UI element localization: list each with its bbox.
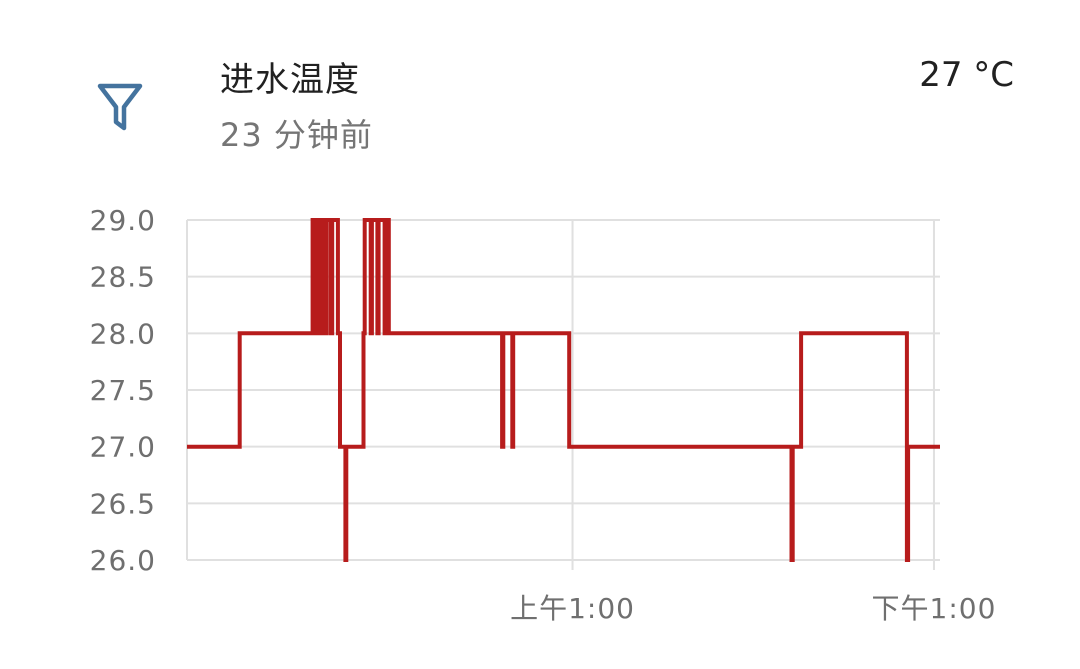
y-tick-label: 28.0 — [90, 317, 156, 350]
filter-icon[interactable] — [96, 80, 144, 134]
chart-grid — [186, 219, 940, 570]
history-chart: 26.0 26.5 27.0 27.5 28.0 28.5 29.0 上午1:00 下午1:0… — [90, 204, 997, 625]
y-tick-label: 29.0 — [90, 204, 156, 237]
y-tick-label: 26.0 — [90, 544, 156, 577]
series-line-0 — [187, 218, 940, 562]
entity-name[interactable]: 进水温度 — [220, 60, 360, 100]
y-tick-label: 27.5 — [90, 374, 156, 407]
entity-state: 27 °C — [919, 55, 1014, 95]
y-tick-label: 28.5 — [90, 261, 156, 294]
x-axis: 上午1:00 下午1:00 — [510, 592, 997, 625]
y-tick-label: 26.5 — [90, 487, 156, 520]
y-tick-label: 27.0 — [90, 431, 156, 464]
x-tick-label: 上午1:00 — [510, 592, 635, 625]
x-tick-label: 下午1:00 — [872, 592, 997, 625]
y-axis: 26.0 26.5 27.0 27.5 28.0 28.5 29.0 — [90, 204, 156, 577]
last-changed: 23 分钟前 — [220, 116, 373, 154]
chart-series — [187, 218, 940, 562]
